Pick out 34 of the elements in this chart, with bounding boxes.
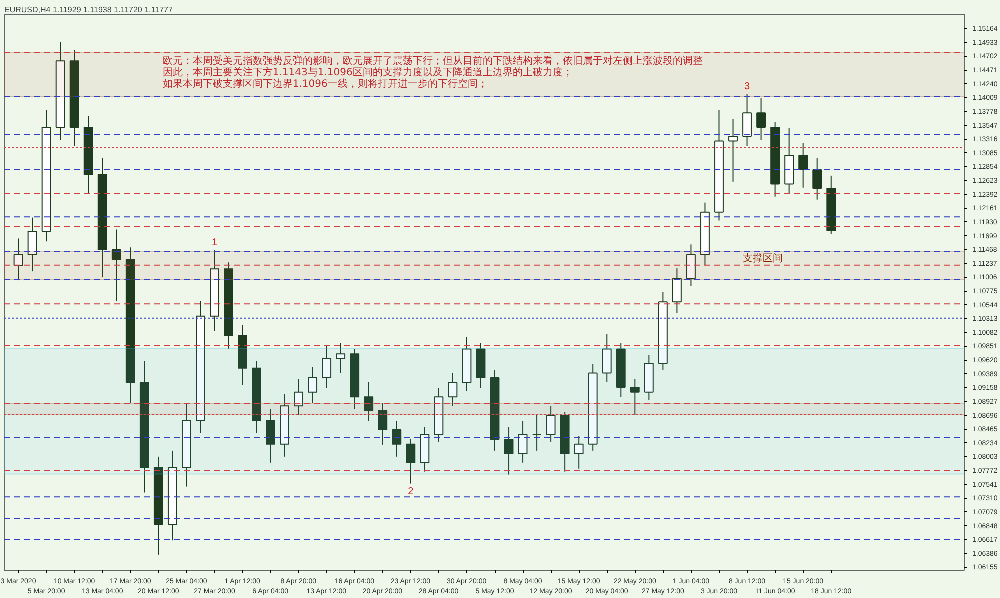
candlestick xyxy=(364,382,374,422)
candlestick xyxy=(742,94,752,147)
annotation: 因此，本周主要关注下方1.1143与1.1096区间的支撑力度以及下降通道上边界的上破力度； xyxy=(162,66,573,78)
candlestick xyxy=(28,217,38,272)
candlestick xyxy=(336,342,346,374)
candlestick xyxy=(546,406,556,442)
annotation: 欧元：本周受美元指数强势反弹的影响，欧元展开了震荡下行；但从目前的下跌结构来看，依旧属于对左侧上涨波段的调整 xyxy=(162,55,703,67)
chart-title: EURUSD,H4 1.11929 1.11938 1.11720 1.11777 xyxy=(4,6,174,14)
candlestick xyxy=(308,366,318,404)
candlestick xyxy=(518,420,528,464)
candlestick xyxy=(812,157,822,200)
candlestick xyxy=(266,408,276,464)
annotation: 3 xyxy=(744,82,750,93)
candlestick xyxy=(756,98,766,141)
annotation: 如果本周下破支撑区间下边界1.1096一线，则将打开进一步的下行空间； xyxy=(162,78,488,90)
annotation: 1 xyxy=(212,238,218,249)
annotation: 2 xyxy=(408,486,414,498)
candlestick xyxy=(672,268,682,314)
candlestick xyxy=(532,414,542,452)
candlestick xyxy=(504,426,514,476)
candlestick xyxy=(378,402,388,446)
candlestick xyxy=(294,378,304,416)
candlestick xyxy=(798,142,808,188)
candlestick xyxy=(630,378,640,416)
candlestick xyxy=(392,420,402,458)
candlestick xyxy=(574,435,584,470)
candlestick xyxy=(322,346,332,389)
candlestick xyxy=(602,334,612,383)
band-label: 支撑区间 xyxy=(742,252,783,264)
candlestick xyxy=(448,372,458,407)
candlestick xyxy=(406,438,416,484)
candlestick xyxy=(112,229,122,302)
candlestick xyxy=(728,118,738,182)
candlestick xyxy=(686,244,696,288)
